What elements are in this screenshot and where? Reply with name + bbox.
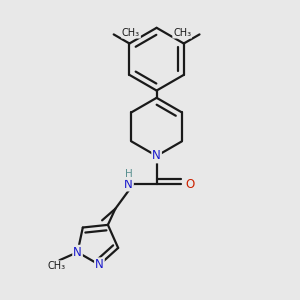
Text: N: N [95, 258, 104, 271]
Text: CH₃: CH₃ [47, 261, 65, 271]
Text: N: N [152, 149, 161, 162]
Text: H: H [125, 169, 132, 179]
Text: O: O [185, 178, 194, 190]
Text: CH₃: CH₃ [173, 28, 191, 38]
Text: CH₃: CH₃ [122, 28, 140, 38]
Text: N: N [124, 178, 133, 190]
Text: N: N [73, 246, 82, 259]
